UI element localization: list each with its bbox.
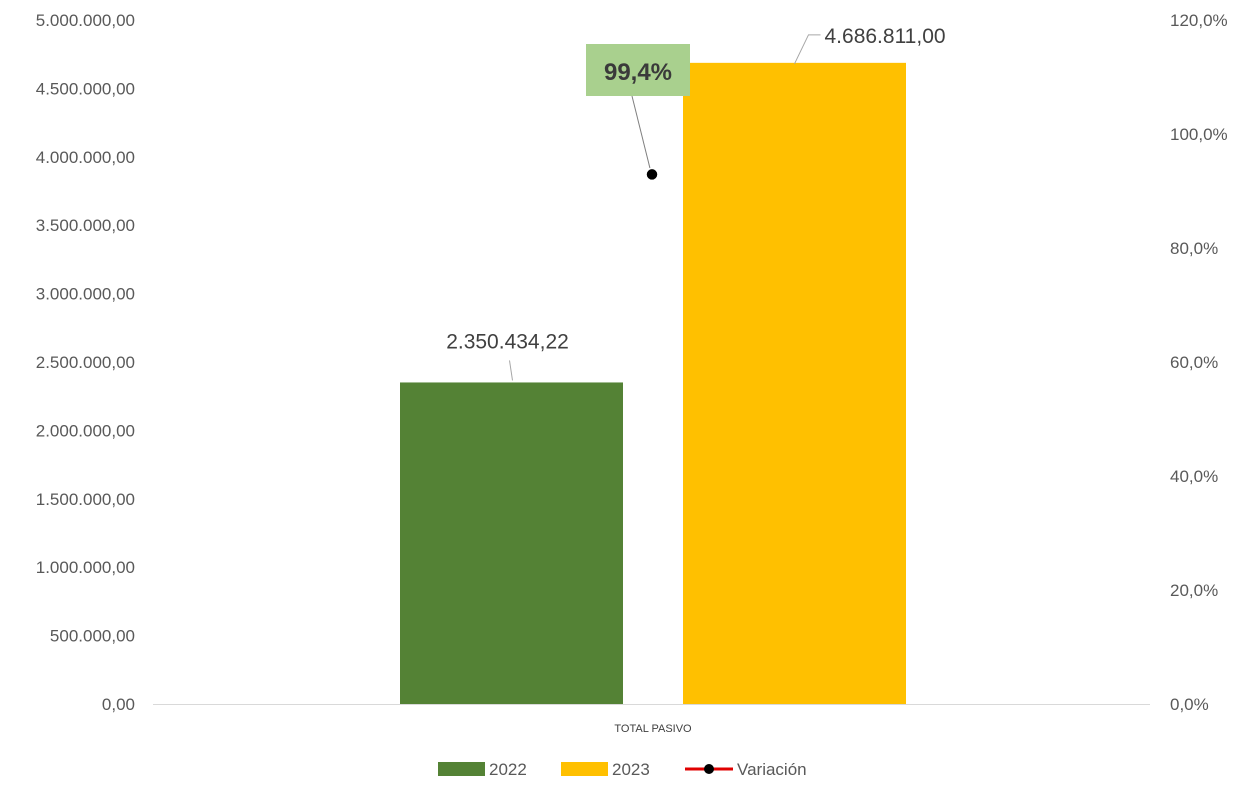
y2-tick-label: 60,0% bbox=[1170, 353, 1218, 372]
y-tick-label: 1.000.000,00 bbox=[36, 558, 135, 577]
legend-swatch bbox=[438, 762, 485, 776]
y2-tick-label: 120,0% bbox=[1170, 11, 1228, 30]
bar-2023 bbox=[683, 62, 906, 705]
legend-label: 2023 bbox=[612, 760, 650, 779]
bars-group bbox=[400, 62, 906, 705]
secondary-y-axis: 0,0% 20,0% 40,0% 60,0% 80,0% 100,0% 120,0% bbox=[1170, 11, 1228, 714]
y-tick-label: 4.500.000,00 bbox=[36, 79, 135, 98]
legend-label: 2022 bbox=[489, 760, 527, 779]
legend: 2022 2023 Variación bbox=[438, 760, 807, 779]
y-tick-label: 3.000.000,00 bbox=[36, 285, 135, 304]
y2-tick-label: 100,0% bbox=[1170, 125, 1228, 144]
y-tick-label: 2.000.000,00 bbox=[36, 421, 135, 440]
y-tick-label: 5.000.000,00 bbox=[36, 11, 135, 30]
y2-tick-label: 0,0% bbox=[1170, 695, 1209, 714]
legend-item-3[interactable]: Variación bbox=[685, 760, 807, 779]
y-tick-label: 0,00 bbox=[102, 695, 135, 714]
data-label-leader-2022 bbox=[509, 360, 513, 381]
variation-marker bbox=[645, 167, 659, 182]
legend-swatch bbox=[561, 762, 608, 776]
y-tick-label: 4.000.000,00 bbox=[36, 148, 135, 167]
y2-tick-label: 40,0% bbox=[1170, 467, 1218, 486]
data-labels-group: 2.350.434,22 4.686.811,00 bbox=[446, 25, 946, 381]
y-tick-label: 3.500.000,00 bbox=[36, 216, 135, 235]
legend-label: Variación bbox=[737, 760, 807, 779]
data-label-2023: 4.686.811,00 bbox=[825, 25, 946, 48]
y-tick-label: 500.000,00 bbox=[50, 627, 135, 646]
legend-marker-swatch bbox=[704, 764, 714, 774]
variation-series-group: 99,4% bbox=[586, 44, 690, 182]
y-tick-label: 2.500.000,00 bbox=[36, 353, 135, 372]
primary-y-axis: 0,00 500.000,00 1.000.000,00 1.500.000,00 2.… bbox=[36, 11, 135, 714]
y-tick-label: 1.500.000,00 bbox=[36, 490, 135, 509]
category-label: TOTAL PASIVO bbox=[614, 723, 692, 735]
y2-tick-label: 80,0% bbox=[1170, 239, 1218, 258]
data-label-leader-2023 bbox=[794, 34, 821, 65]
variation-label-leader bbox=[631, 95, 651, 169]
legend-item-1[interactable]: 2022 bbox=[438, 760, 527, 779]
variation-label: 99,4% bbox=[604, 59, 672, 86]
y2-tick-label: 20,0% bbox=[1170, 581, 1218, 600]
legend-item-2[interactable]: 2023 bbox=[561, 760, 650, 779]
variation-label-box bbox=[586, 44, 690, 96]
data-label-2022: 2.350.434,22 bbox=[446, 330, 569, 353]
bar-2022 bbox=[400, 382, 623, 704]
